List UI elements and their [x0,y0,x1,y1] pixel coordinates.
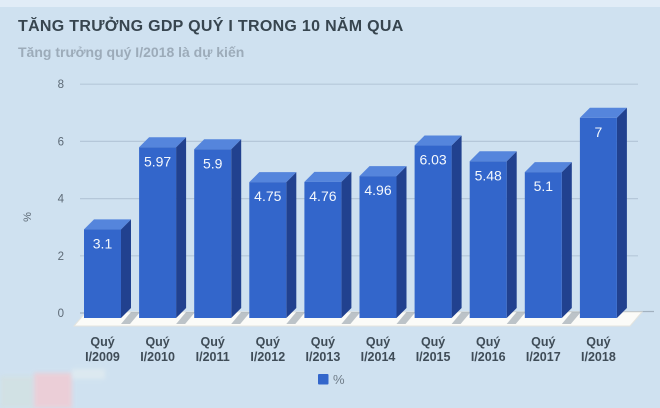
bar-top-face [414,135,462,146]
bar-top-face [524,162,572,173]
x-tick-label: Quý [476,335,500,349]
bar-top-face [139,137,187,148]
bar-front-face [139,147,177,318]
chart-title: TĂNG TRƯỞNG GDP QUÝ I TRONG 10 NĂM QUA [18,18,404,35]
bar-side-face [176,137,187,318]
bar-column-2010[interactable]: 5.97 [139,137,187,318]
x-tick-label: Quý [421,335,445,349]
column-floor-shadow [176,312,196,324]
bar-column-2016[interactable]: 5.48 [469,151,517,318]
x-tick-label-year: I/2015 [416,350,451,364]
bar-value-label: 5.9 [203,155,223,171]
x-tick-label: Quý [586,335,610,349]
legend-item[interactable]: % [318,372,345,387]
bar-top-face [304,171,352,182]
bar-value-label: 6.03 [419,152,446,168]
y-tick-label: 4 [58,194,65,206]
column-floor-shadow [561,312,581,324]
column-floor-shadow [231,312,251,324]
bar-value-label: 5.1 [534,178,554,194]
bar-value-label: 4.76 [309,188,336,204]
bar-column-2011[interactable]: 5.9 [194,139,242,318]
bar-top-face [579,107,627,118]
bar-top-face [249,172,297,183]
card-top-strip [0,0,660,7]
bar-side-face [561,162,572,318]
bar-top-face [194,139,242,150]
y-tick-label: 2 [58,251,64,263]
x-tick-label: Quý [311,335,335,349]
bar-value-label: 5.48 [475,167,502,183]
watermark-block [34,373,72,408]
bar-side-face [341,171,352,318]
bar-side-face [506,151,517,318]
y-tick-label: 0 [58,308,64,320]
y-tick-label: 8 [58,79,64,91]
bar-front-face [359,176,397,318]
column-floor-shadow [286,312,306,324]
x-tick-label-year: I/2010 [140,350,175,364]
bar-side-face [616,107,627,318]
bar-side-face [286,172,297,318]
x-tick-label-year: I/2016 [471,350,506,364]
legend-swatch-icon [318,374,329,385]
x-tick-label: Quý [201,335,225,349]
x-tick-label: Quý [145,335,169,349]
x-tick-label-year: I/2012 [250,350,285,364]
bar-value-label: 4.75 [254,188,281,204]
column-floor-shadow [506,312,526,324]
bar-front-face [414,145,452,318]
bar-column-2018[interactable]: 7 [579,107,627,318]
bar-front-face [84,229,121,318]
bar-side-face [231,139,242,318]
x-tick-label-year: I/2013 [306,350,341,364]
bar-front-face [249,182,287,318]
bar-side-face [451,135,462,318]
column-floor-shadow [121,312,141,324]
bar-value-label: 3.1 [93,235,113,251]
watermark-block [72,369,105,379]
bar-column-2009[interactable]: 3.1 [84,219,131,318]
bar-top-face [84,219,131,230]
bar-front-face [304,181,342,318]
bar-column-2017[interactable]: 5.1 [524,162,572,318]
x-tick-label: Quý [90,335,114,349]
x-tick-label-year: I/2014 [361,350,396,364]
bar-front-face [524,172,562,318]
bar-column-2014[interactable]: 4.96 [359,166,407,318]
chart-subtitle: Tăng trưởng quý I/2018 là dự kiến [18,44,245,60]
y-tick-label: 6 [58,136,64,148]
x-tick-label-year: I/2018 [581,350,616,364]
x-tick-label: Quý [366,335,390,349]
x-tick-label-year: I/2009 [85,350,120,364]
watermark-block [0,376,34,408]
x-tick-label-year: I/2017 [526,350,561,364]
bar-value-label: 4.96 [364,182,391,198]
bar-side-face [121,219,131,318]
bar-top-face [359,166,407,177]
y-axis-title: % [22,212,34,222]
bar-column-2012[interactable]: 4.75 [249,172,297,318]
legend-label: % [333,372,345,387]
bar-side-face [396,166,407,318]
bar-column-2013[interactable]: 4.76 [304,171,352,318]
column-floor-shadow [396,312,416,324]
x-tick-label: Quý [256,335,280,349]
bar-column-2015[interactable]: 6.03 [414,135,462,318]
bar-top-face [469,151,517,162]
column-floor-shadow [341,312,361,324]
bar-value-label: 7 [595,124,603,140]
x-tick-label-year: I/2011 [196,350,230,364]
bar-front-face [194,149,232,318]
column-floor-shadow [451,312,471,324]
bar-value-label: 5.97 [144,153,171,169]
bar-front-face [469,161,507,318]
x-tick-label: Quý [531,335,555,349]
bar-front-face [579,117,617,318]
